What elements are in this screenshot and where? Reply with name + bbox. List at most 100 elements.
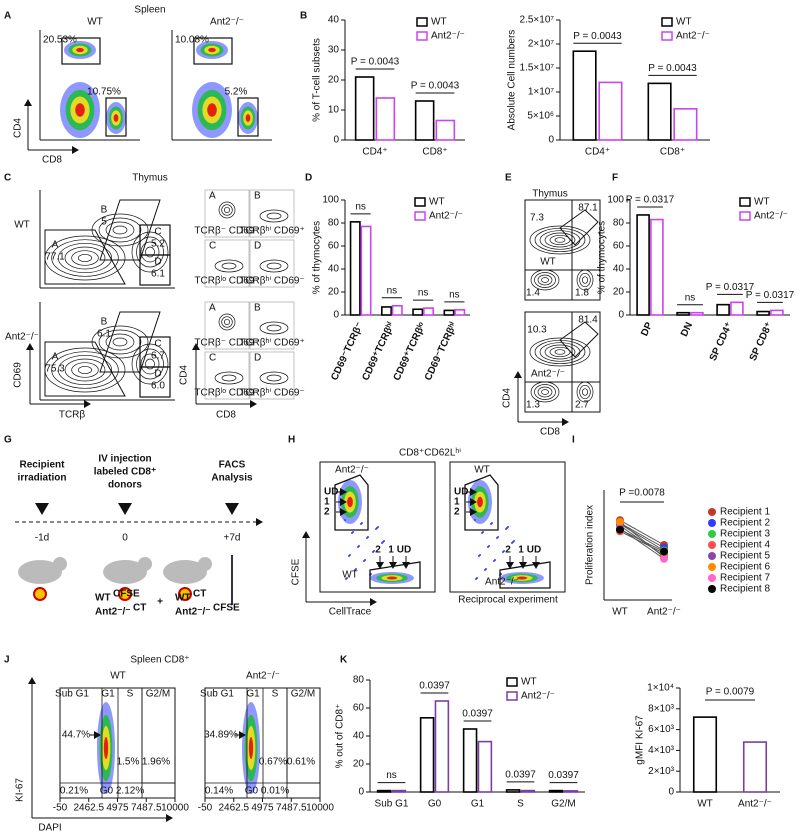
label: 20.53% [43, 35, 77, 46]
label: 87.1 [578, 203, 598, 214]
shape [51, 239, 119, 277]
bar [462, 728, 478, 793]
label: 6.1 [97, 329, 111, 340]
label: CellTrace [329, 607, 372, 618]
panel-label: H [288, 435, 295, 446]
x-tick-label: 10000 [306, 803, 334, 814]
legend-swatch [506, 677, 518, 687]
shape [347, 496, 353, 508]
p-value: ns [418, 288, 429, 299]
shape [221, 204, 233, 216]
bar [354, 76, 375, 141]
shape [449, 461, 566, 593]
y-tick-label: 60 [328, 241, 340, 252]
shape [534, 384, 556, 400]
label: CT [133, 603, 146, 614]
label: 44.7% [62, 730, 90, 741]
legend-label: Recipient 6 [720, 562, 770, 573]
x-tick-label: 7487.5 [131, 803, 162, 814]
shape [75, 103, 85, 117]
shape [349, 554, 351, 556]
label: B [254, 303, 261, 314]
bar [391, 304, 403, 316]
y-tick-label: 6×10³ [648, 724, 675, 735]
panel-label: I [572, 435, 575, 446]
label: WT [540, 257, 556, 268]
decoration [15, 20, 790, 822]
label: D [154, 257, 161, 268]
shape [35, 503, 49, 515]
label: 81.4 [578, 315, 598, 326]
p-value: P = 0.0043 [411, 81, 460, 92]
label: Reciprocal experiment [458, 595, 558, 606]
label: UD [324, 487, 338, 498]
bar [673, 108, 698, 141]
label: B [101, 205, 108, 216]
shape [491, 522, 493, 524]
x-tick-label: G2/M [551, 799, 575, 810]
legend-swatch [708, 552, 716, 560]
label: G0 0.01% [245, 786, 290, 797]
label: Ant2⁻/⁻ [95, 607, 131, 618]
y-tick-label: 20 [328, 75, 340, 86]
shape [140, 353, 160, 375]
legend-label: WT [431, 17, 447, 28]
shape [249, 351, 295, 400]
shape [541, 277, 549, 283]
shape [112, 337, 128, 347]
panel-label: A [4, 11, 11, 22]
shape [529, 337, 591, 367]
legend-swatch [661, 17, 673, 27]
shape [98, 329, 142, 355]
y-tick-label: 40 [328, 264, 340, 275]
y-tick-label: 0 [668, 787, 674, 798]
bar [563, 790, 579, 793]
label: CD8 [42, 155, 62, 166]
y-axis-label: % of T-cell subsets [312, 38, 323, 122]
bar [690, 311, 704, 316]
x-tick-label: SP CD8⁺ [748, 321, 775, 363]
label: 75.3 [45, 364, 65, 375]
label: TCRβ⁻ CD69⁻ [194, 338, 259, 349]
shape [223, 206, 231, 214]
shape [141, 687, 176, 784]
shape [361, 522, 363, 524]
shape [383, 540, 385, 542]
panel-label: G [4, 435, 12, 446]
panel-label: K [340, 655, 348, 666]
label: 5.2 [151, 239, 165, 250]
series-line [619, 530, 665, 554]
label: A [209, 191, 216, 202]
shape [136, 348, 164, 380]
y-tick-label: 5×10⁶ [527, 111, 554, 122]
shape [131, 231, 169, 273]
y-tick-label: 0 [618, 310, 624, 321]
label: 1.3 [526, 400, 540, 411]
shape [554, 237, 566, 243]
shape [474, 519, 476, 521]
y-tick-label: 20 [328, 287, 340, 298]
label: C [209, 241, 216, 252]
shape [534, 227, 586, 253]
label: G2/M [291, 689, 315, 700]
p-value: P = 0.0043 [351, 57, 400, 68]
label: 6.0 [151, 381, 165, 392]
shape [266, 374, 282, 382]
shape [476, 577, 478, 579]
y-tick-label: 8×10³ [648, 703, 675, 714]
p-value: P = 0.0317 [746, 290, 795, 301]
shape [534, 339, 586, 365]
shape [513, 540, 515, 542]
label: Ant2⁻/⁻ [531, 369, 565, 380]
x-tick-label: 2462.5 [218, 803, 249, 814]
label: 1 [388, 545, 394, 556]
label: 1.8 [575, 288, 589, 299]
legend-label: Recipient 3 [720, 529, 770, 540]
label: G2/M [146, 689, 170, 700]
legend-swatch [708, 574, 716, 582]
label: 0.61% [287, 757, 315, 768]
bar [391, 789, 407, 793]
label: IV injection [98, 454, 151, 465]
shape [358, 545, 360, 547]
shape [249, 301, 295, 350]
